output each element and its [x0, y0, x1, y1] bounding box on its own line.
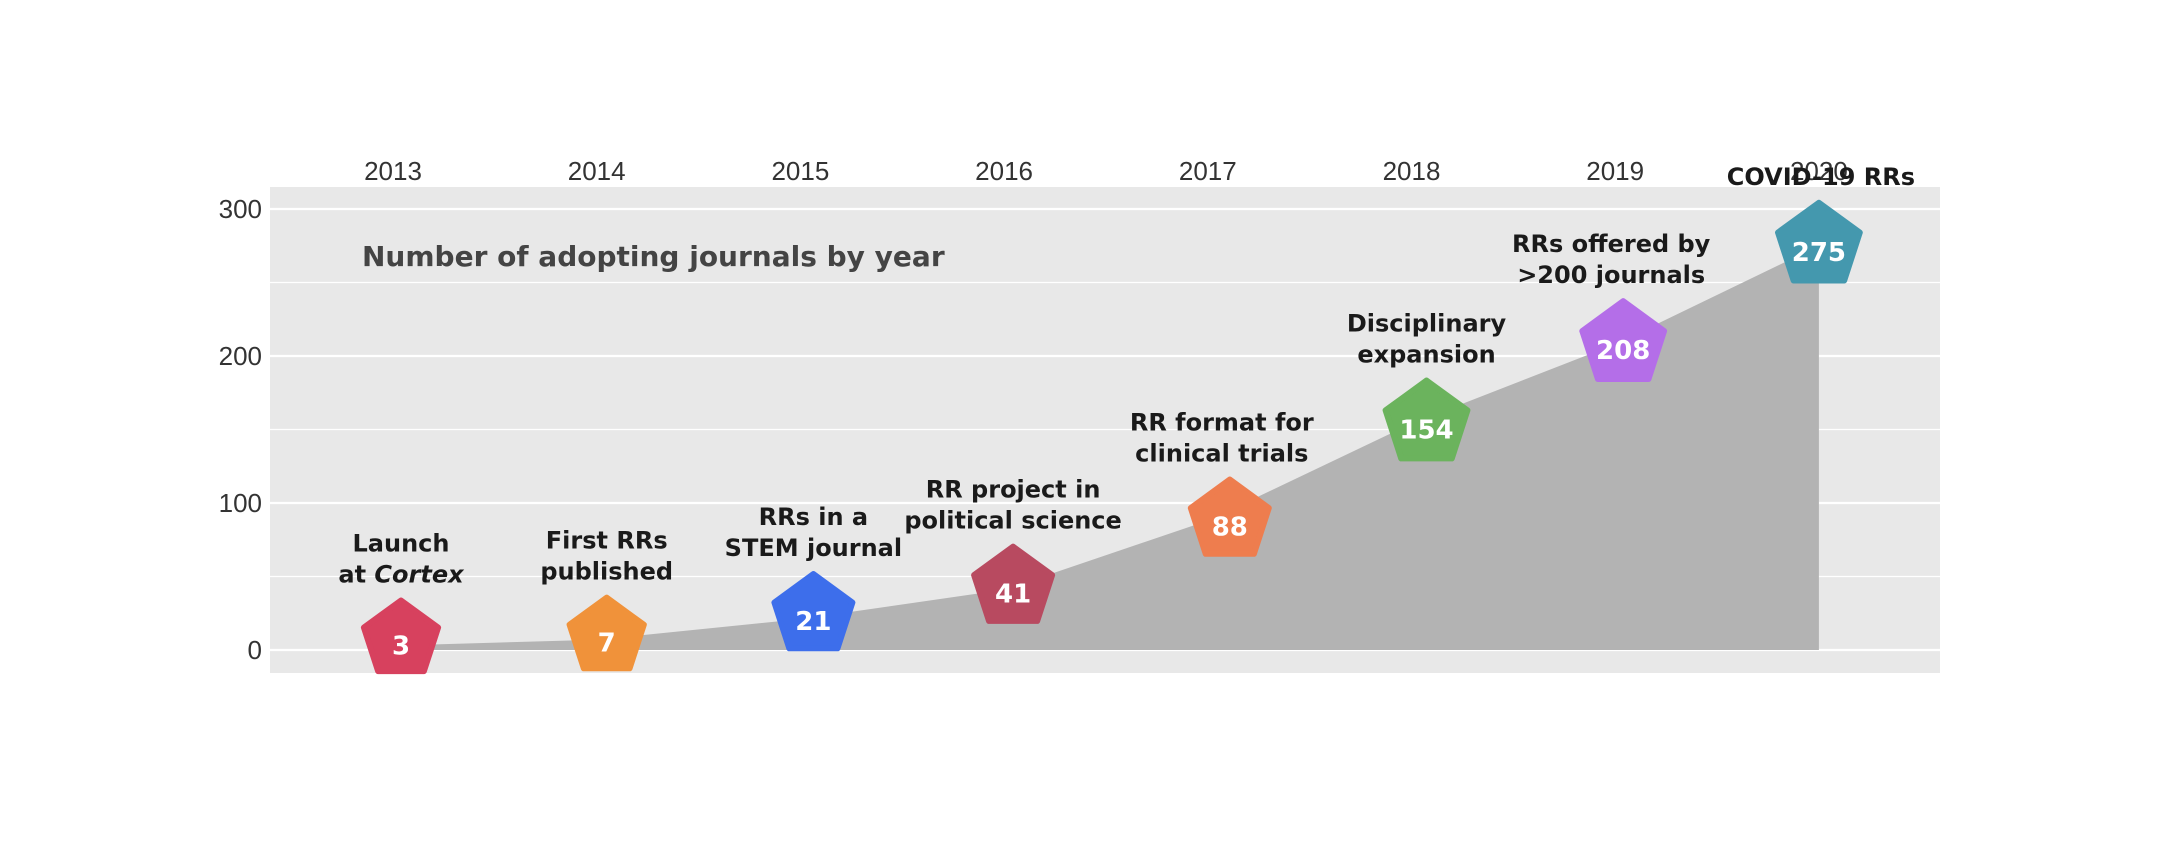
milestone-annotation: RRs offered by — [1512, 230, 1711, 258]
milestone-annotation: published — [540, 558, 673, 586]
pentagon-marker — [566, 594, 647, 672]
milestone-annotation: STEM journal — [725, 534, 902, 562]
milestone-annotation: expansion — [1357, 341, 1495, 369]
milestone-markers: 3 Launch at Cortex 7 First RRs published 21 RRs… — [338, 163, 1915, 675]
milestone-2016: 41 RR project in political science — [904, 476, 1122, 624]
milestone-annotation: Launch — [353, 530, 450, 558]
milestone-annotation: RR format for — [1130, 409, 1314, 437]
x-tick-label: 2015 — [771, 156, 829, 186]
y-tick-label: 100 — [219, 488, 262, 518]
pentagon-marker — [771, 571, 856, 652]
x-tick-label: 2019 — [1586, 156, 1644, 186]
milestone-annotation: clinical trials — [1135, 440, 1308, 468]
milestone-2015: 21 RRs in a STEM journal — [725, 503, 902, 652]
pentagon-marker — [1382, 377, 1471, 462]
milestone-2020: 275 COVID-19 RRs — [1727, 163, 1915, 284]
x-tick-label: 2020 — [1790, 156, 1848, 186]
pentagon-marker — [1775, 199, 1863, 284]
pentagon-marker — [1187, 476, 1272, 557]
x-tick-label: 2016 — [975, 156, 1033, 186]
milestone-annotation: RR project in — [926, 476, 1101, 504]
milestone-2013: 3 Launch at Cortex — [338, 530, 465, 675]
pentagon-marker — [1579, 298, 1668, 382]
value-label: 208 — [1596, 336, 1650, 366]
chart-title: Number of adopting journals by year — [362, 240, 945, 273]
pentagon-marker — [971, 543, 1056, 624]
value-label: 7 — [598, 629, 616, 659]
milestone-2014: 7 First RRs published — [540, 527, 673, 672]
milestone-2018: 154 Disciplinary expansion — [1347, 310, 1507, 462]
x-axis-ticks: 2013 2014 2015 2016 2017 2018 2019 2020 — [364, 156, 1848, 186]
x-tick-label: 2014 — [568, 156, 626, 186]
milestone-annotation: Disciplinary — [1347, 310, 1507, 338]
y-axis-ticks: 0 100 200 300 — [219, 194, 262, 665]
milestone-annotation: political science — [904, 507, 1121, 535]
pentagon-marker — [360, 597, 442, 675]
value-label: 3 — [392, 632, 410, 662]
y-tick-label: 0 — [248, 635, 262, 665]
milestone-annotation: at Cortex — [338, 561, 465, 589]
x-tick-label: 2013 — [364, 156, 422, 186]
y-tick-label: 300 — [219, 194, 262, 224]
area-series — [393, 245, 1819, 650]
milestone-annotation: >200 journals — [1517, 261, 1705, 289]
milestone-annotation: COVID-19 RRs — [1727, 163, 1915, 191]
milestone-2017: 88 RR format for clinical trials — [1130, 409, 1314, 557]
milestone-2019: 208 RRs offered by >200 journals — [1512, 230, 1711, 382]
x-tick-label: 2017 — [1179, 156, 1237, 186]
value-label: 88 — [1212, 513, 1248, 543]
value-label: 41 — [995, 580, 1031, 610]
milestone-annotation: First RRs — [546, 527, 668, 555]
value-label: 21 — [795, 607, 831, 637]
value-label: 154 — [1399, 416, 1453, 446]
milestone-annotation: RRs in a — [759, 503, 868, 531]
x-tick-label: 2018 — [1383, 156, 1441, 186]
y-tick-label: 200 — [219, 341, 262, 371]
value-label: 275 — [1792, 238, 1846, 268]
